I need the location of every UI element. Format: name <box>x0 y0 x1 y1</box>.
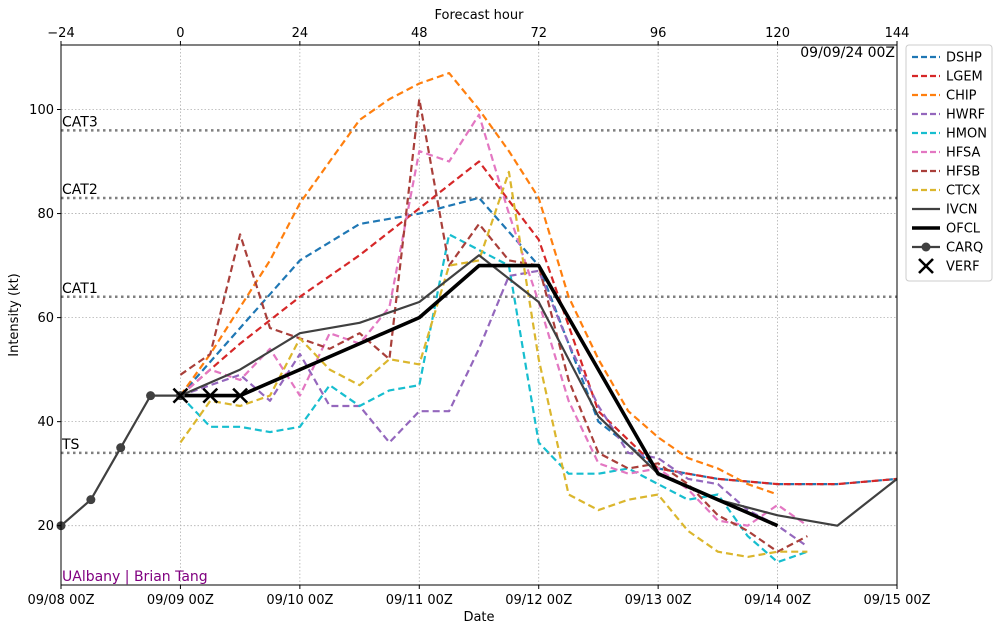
legend-item-ctcx: CTCX <box>912 184 980 199</box>
y-tick-label: 20 <box>37 519 54 534</box>
plot-frame <box>60 44 898 586</box>
series-line-ivcn <box>179 254 898 527</box>
legend-label: OFCL <box>946 222 981 237</box>
legend-item-chip: CHIP <box>912 89 977 104</box>
top-tick-label: 120 <box>765 26 790 41</box>
y-axis-title: Intensity (kt) <box>7 273 22 356</box>
axes: 09/08 00Z 09/09 00Z 09/10 00Z 09/11 00Z 09/1… <box>27 26 930 608</box>
legend-label: CTCX <box>946 184 980 199</box>
top-tick-label: 72 <box>530 26 547 41</box>
series-point-verf <box>172 387 189 404</box>
legend-item-hfsa: HFSA <box>912 146 981 161</box>
series-line-chip <box>179 71 778 496</box>
category-label-cat3: CAT3 <box>62 114 98 130</box>
legend-marker <box>918 258 934 274</box>
series-line-ofcl <box>180 263 779 528</box>
series-point-verf <box>232 387 249 404</box>
series-line-hmon <box>179 233 808 564</box>
legend-item-ivcn: IVCN <box>912 203 978 218</box>
legend-item-hmon: HMON <box>912 127 987 142</box>
top-tick-label: 144 <box>885 26 910 41</box>
series-line-lgem <box>179 160 898 486</box>
legend: DSHP LGEM CHIP HWRF HMON HFSA HFSB CTCX IVCN OFCL… <box>905 44 993 282</box>
series-line-hfsa <box>179 113 809 527</box>
series-lines <box>56 71 898 564</box>
legend-label: LGEM <box>946 70 983 85</box>
y-tick-label: 80 <box>37 207 54 222</box>
top-tick-label: 24 <box>292 26 309 41</box>
top-tick-label: 96 <box>650 26 667 41</box>
top-tick-label: −24 <box>47 26 74 41</box>
grid-lines <box>60 45 898 585</box>
legend-item-hfsb: HFSB <box>912 165 980 180</box>
y-tick-label: 100 <box>29 103 54 118</box>
series-line-ctcx <box>179 170 808 559</box>
legend-item-dshp: DSHP <box>912 51 982 66</box>
category-label-ts: TS <box>61 437 80 453</box>
legend-label: HWRF <box>946 108 985 123</box>
series-point-verf <box>202 387 219 404</box>
x-tick-label: 09/12 00Z <box>505 593 572 608</box>
legend-item-carq: CARQ <box>912 241 983 256</box>
x-axis-title: Date <box>463 610 494 625</box>
category-label-cat1: CAT1 <box>62 281 98 297</box>
legend-item-hwrf: HWRF <box>912 108 985 123</box>
legend-label: CARQ <box>946 241 983 256</box>
series-line-hwrf <box>180 269 809 548</box>
category-threshold-lines: TS CAT1 CAT2 CAT3 <box>61 114 897 455</box>
legend-box <box>905 44 993 282</box>
init-time-label: 09/09/24 00Z <box>800 45 895 61</box>
legend-marker <box>921 242 931 252</box>
series-point-carq <box>86 495 96 505</box>
legend-label: HFSA <box>946 146 981 161</box>
top-tick-label: 48 <box>411 26 428 41</box>
category-label-cat2: CAT2 <box>62 182 98 198</box>
y-tick-label: 40 <box>37 415 54 430</box>
x-tick-label: 09/10 00Z <box>266 593 333 608</box>
x-tick-label: 09/14 00Z <box>744 593 811 608</box>
legend-label: HFSB <box>946 165 980 180</box>
legend-label: DSHP <box>946 51 982 66</box>
legend-label: IVCN <box>946 203 978 218</box>
top-tick-label: 0 <box>176 26 184 41</box>
x-tick-label: 09/08 00Z <box>27 593 94 608</box>
series-point-carq <box>116 443 126 453</box>
legend-item-ofcl: OFCL <box>912 222 981 237</box>
legend-item-verf: VERF <box>918 258 980 275</box>
y-tick-label: 60 <box>37 311 54 326</box>
legend-label: CHIP <box>946 89 977 104</box>
x-tick-label: 09/11 00Z <box>386 593 453 608</box>
series-line-carq <box>60 394 181 527</box>
x-tick-label: 09/09 00Z <box>147 593 214 608</box>
legend-label: HMON <box>946 127 987 142</box>
watermark-credit: UAlbany | Brian Tang <box>62 569 208 585</box>
x-tick-label: 09/15 00Z <box>863 593 930 608</box>
x-tick-label: 09/13 00Z <box>625 593 692 608</box>
top-axis-title: Forecast hour <box>435 8 525 23</box>
legend-label: VERF <box>946 260 980 275</box>
series-point-carq <box>146 391 156 401</box>
legend-item-lgem: LGEM <box>912 70 983 85</box>
